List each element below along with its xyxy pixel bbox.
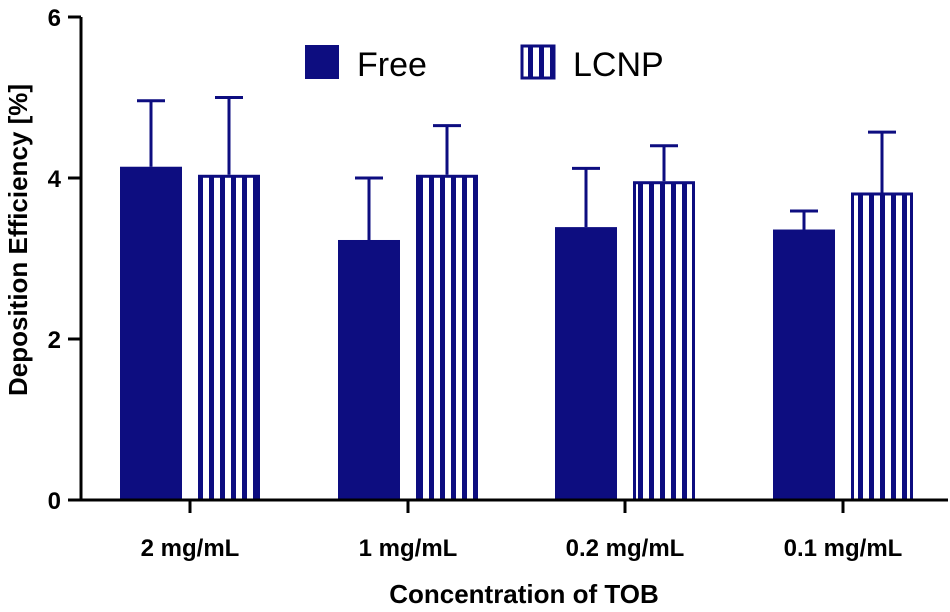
x-tick-label: 0.2 mg/mL	[566, 535, 685, 562]
x-tick-label: 0.1 mg/mL	[784, 535, 903, 562]
legend-swatch-free	[305, 45, 339, 79]
x-tick-label: 2 mg/mL	[141, 535, 240, 562]
y-tick-label: 6	[48, 5, 61, 32]
legend-label-lcnp: LCNP	[573, 46, 664, 84]
legend: Free LCNP	[305, 44, 664, 84]
bar-lcnp	[198, 174, 260, 502]
y-tick-label: 2	[48, 327, 61, 354]
y-axis-title: Deposition Efficiency [%]	[3, 84, 33, 396]
bar-lcnp	[416, 174, 478, 502]
bar-free	[338, 239, 400, 501]
bar-free	[555, 227, 617, 501]
bar-lcnp	[633, 181, 695, 502]
bar-free	[773, 229, 835, 500]
x-tick-label: 1 mg/mL	[359, 535, 458, 562]
legend-swatch-lcnp	[520, 44, 556, 80]
bar-free	[120, 166, 182, 501]
y-tick-label: 0	[48, 488, 61, 515]
x-axis-title: Concentration of TOB	[389, 579, 659, 609]
y-tick-label: 4	[48, 166, 62, 193]
bar-lcnp	[851, 192, 913, 502]
legend-label-free: Free	[357, 46, 427, 84]
